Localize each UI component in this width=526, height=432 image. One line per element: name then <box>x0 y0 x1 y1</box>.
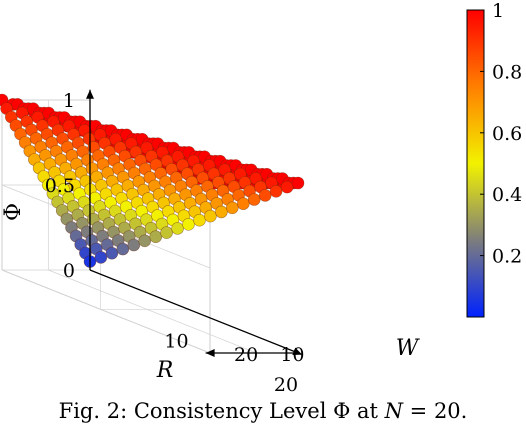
data-point <box>247 193 261 206</box>
colorbar-tick-label: 1 <box>492 0 504 22</box>
data-point <box>237 197 250 210</box>
z-axis-line-arrowhead <box>86 89 94 99</box>
data-point <box>94 251 108 264</box>
data-point <box>149 230 162 243</box>
data-point <box>171 222 184 235</box>
data-point <box>116 242 130 256</box>
data-point <box>138 234 151 248</box>
colorbar: 0.2 0.4 0.6 0.8 1 <box>466 0 522 318</box>
data-point <box>127 238 141 252</box>
data-point <box>269 185 283 198</box>
data-point <box>258 189 272 202</box>
z-tick-label: 1 <box>63 90 75 112</box>
data-point <box>280 180 294 194</box>
x-tick-label: 10 <box>164 330 188 352</box>
data-point <box>182 218 195 231</box>
z-tick-label: 0.5 <box>45 175 75 197</box>
data-point <box>226 201 239 215</box>
data-point <box>215 205 228 219</box>
data-point <box>105 246 119 260</box>
figure-caption: Fig. 2: Consistency Level Φ at N = 20. <box>0 399 526 423</box>
data-point <box>160 226 173 239</box>
colorbar-tick-label: 0.6 <box>492 123 522 145</box>
x-tick-label: 20 <box>274 374 298 396</box>
x-axis-line <box>89 269 303 356</box>
colorbar-tick-label: 0.2 <box>492 246 522 268</box>
data-point <box>291 176 305 190</box>
data-points <box>0 93 305 268</box>
y-tick-label: 10 <box>280 344 304 366</box>
y-grid-floor <box>48 269 257 354</box>
data-point <box>204 209 217 223</box>
colorbar-ticks: 0.2 0.4 0.6 0.8 1 <box>480 0 522 268</box>
y-axis-line-arrowhead <box>205 349 215 357</box>
z-tick-label: 0 <box>63 260 75 282</box>
caption-variable: N <box>384 399 403 423</box>
axes <box>86 89 303 357</box>
caption-suffix: = 20. <box>403 399 468 423</box>
y-tick-label: 20 <box>234 344 258 366</box>
tick-labels: 0 0.5 1 10 20 10 20 <box>45 90 305 396</box>
colorbar-gradient <box>466 9 485 318</box>
colorbar-tick-label: 0.4 <box>492 184 522 206</box>
y-axis-label: W <box>396 336 421 361</box>
colorbar-tick-label: 0.8 <box>492 61 522 83</box>
x-axis-label: R <box>156 358 174 383</box>
caption-prefix: Fig. 2: Consistency Level Φ at <box>58 399 385 423</box>
z-axis-label: Φ <box>1 203 26 221</box>
y-grid-floor <box>1 269 211 354</box>
data-point <box>193 213 206 227</box>
